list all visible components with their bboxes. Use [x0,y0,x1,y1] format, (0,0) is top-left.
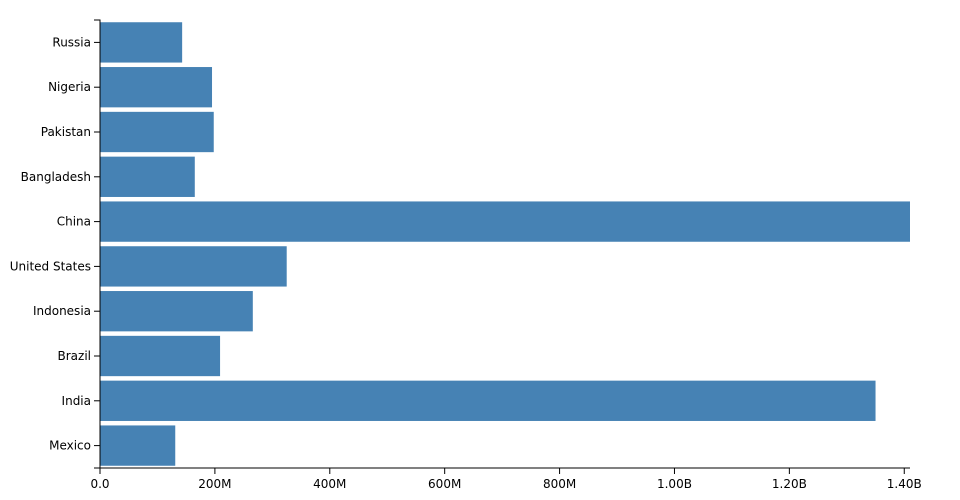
y-tick-label: Indonesia [33,304,91,318]
x-tick-label: 0.0 [90,477,109,491]
y-tick-label: Russia [52,35,91,49]
x-tick-label: 800M [543,477,576,491]
x-tick-label: 1.20B [772,477,807,491]
y-tick-label: Pakistan [41,125,91,139]
bar [100,22,183,63]
y-tick-label: Brazil [58,349,92,363]
bar [100,291,253,332]
y-tick-label: United States [10,259,91,273]
y-tick-label: China [57,215,91,229]
bar [100,201,910,242]
y-tick-label: Bangladesh [21,170,91,184]
bar [100,156,195,197]
bar [100,380,876,421]
bar [100,246,287,287]
y-tick-label: India [62,394,91,408]
x-tick-label: 1.00B [657,477,692,491]
y-axis [94,19,101,469]
x-tick-label: 200M [198,477,231,491]
bar [100,111,214,153]
x-tick-label: 1.40B [887,477,922,491]
bar [100,425,176,466]
y-tick-label: Mexico [49,439,91,453]
x-tick-label: 400M [313,477,346,491]
y-tick-label: Nigeria [48,80,91,94]
bar [100,67,213,108]
bar [100,335,221,377]
x-tick-label: 600M [428,477,461,491]
